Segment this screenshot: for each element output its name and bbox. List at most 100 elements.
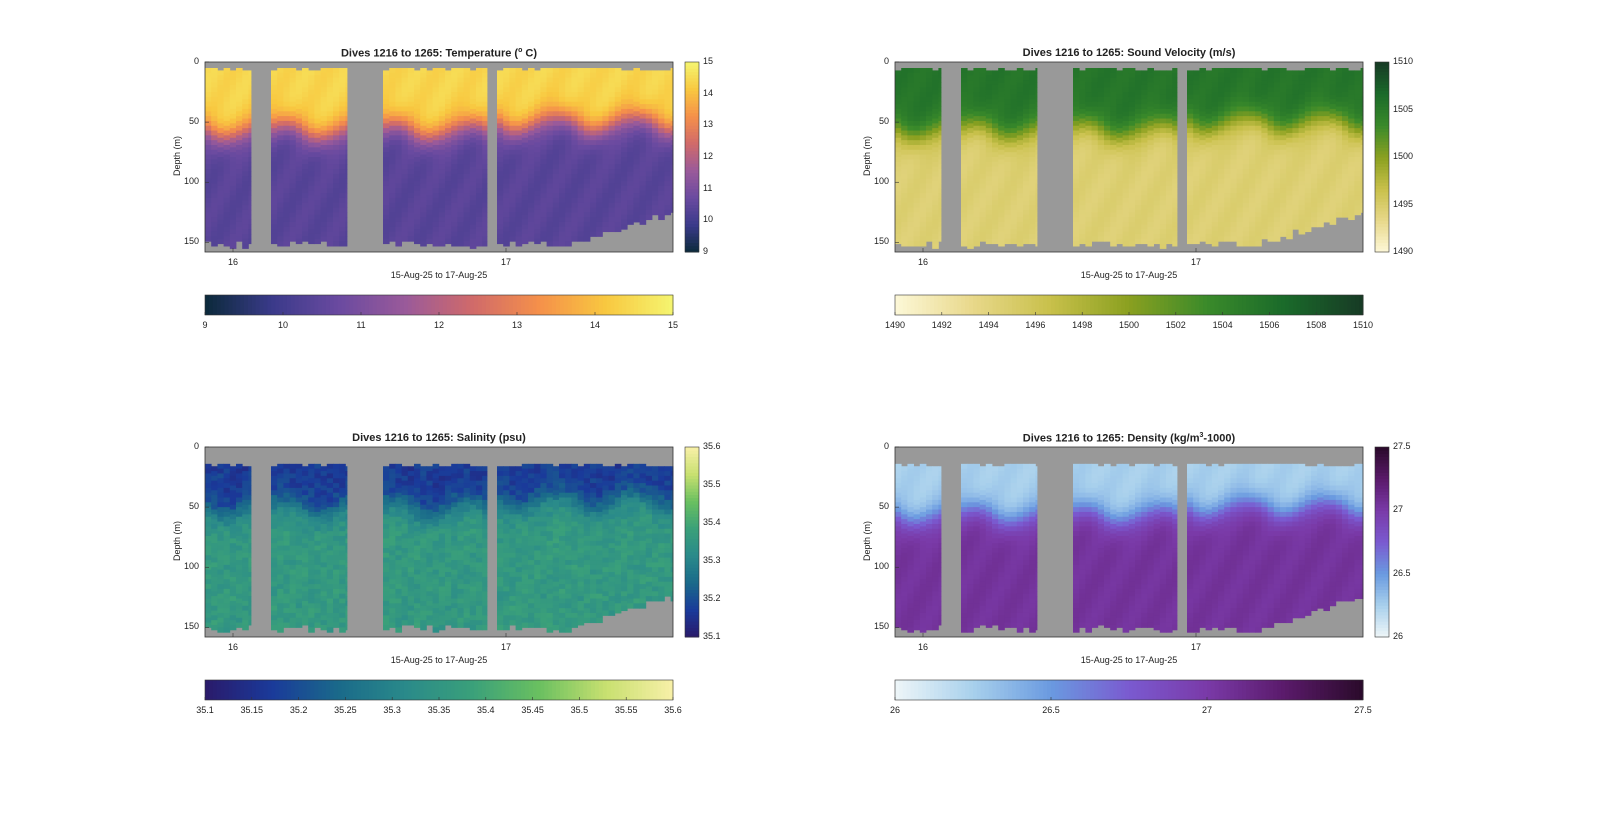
- profile-column: [1141, 463, 1148, 628]
- colorbar-tick-label: 1495: [1393, 198, 1414, 209]
- profile-column: [1079, 463, 1086, 628]
- y-tick-label: 100: [873, 176, 889, 187]
- profile-column: [314, 70, 321, 245]
- profile-column: [1354, 463, 1361, 600]
- colorbar-tick-label: 11: [703, 182, 713, 193]
- profile-column: [407, 466, 415, 626]
- profile-column: [1218, 68, 1225, 242]
- profile-column: [401, 68, 409, 242]
- vertical-colorbar: [1374, 446, 1390, 638]
- profile-column: [565, 463, 572, 633]
- profile-column: [1153, 70, 1161, 245]
- profile-column: [546, 68, 554, 247]
- profile-column: [1224, 463, 1231, 628]
- density-chart-svg: [894, 446, 1390, 701]
- x-tick-label: 16: [917, 642, 928, 652]
- profile-column: [211, 68, 218, 247]
- horizontal-colorbar-tick-label: 1502: [1165, 320, 1186, 330]
- profile-column: [389, 68, 396, 242]
- profile-column: [973, 463, 980, 628]
- profile-column: [326, 68, 334, 247]
- colorbar-tick-label: 35.5: [703, 479, 721, 489]
- profile-column: [1187, 463, 1194, 633]
- profile-column: [463, 68, 471, 247]
- profile-column: [1298, 70, 1306, 235]
- profile-column: [577, 466, 585, 626]
- profile-column: [1116, 463, 1123, 628]
- chart-title-suffix: C): [522, 47, 538, 60]
- vertical-colorbar: [1374, 61, 1390, 253]
- profile-column: [627, 463, 634, 609]
- profile-column: [1035, 68, 1038, 247]
- profile-column: [633, 463, 640, 609]
- profile-column: [521, 70, 529, 245]
- profile-column: [670, 68, 674, 213]
- profile-column: [345, 68, 348, 247]
- profile-column: [1023, 463, 1030, 628]
- profile-column: [901, 466, 908, 631]
- profile-column: [223, 463, 231, 633]
- profile-column: [919, 463, 927, 633]
- colorbar-tick-label: 1505: [1393, 103, 1414, 114]
- sound_velocity-chart-svg: [894, 61, 1390, 316]
- horizontal-colorbar-tick-label: 35.3: [383, 705, 401, 715]
- profile-column: [998, 68, 1005, 247]
- horizontal-colorbar-tick-label: 13: [511, 320, 522, 330]
- profile-column: [1147, 463, 1154, 628]
- vertical-colorbar: [684, 446, 700, 638]
- profile-column: [1193, 463, 1200, 633]
- profile-column: [1360, 463, 1364, 600]
- profile-column: [552, 466, 560, 631]
- colorbar-tick-label: 27: [1393, 504, 1404, 515]
- profile-column: [1205, 466, 1213, 631]
- sound_velocity-panel: Dives 1216 to 1265: Sound Velocity (m/s)…: [690, 0, 1490, 400]
- horizontal-colorbar-tick-label: 14: [589, 320, 600, 330]
- profile-column: [445, 70, 452, 245]
- profile-column: [1122, 463, 1130, 633]
- x-tick-label: 17: [500, 642, 511, 652]
- profile-column: [339, 68, 346, 247]
- profile-column: [985, 463, 993, 628]
- profile-column: [211, 466, 218, 631]
- profile-column: [295, 463, 303, 628]
- profile-column: [1193, 70, 1200, 245]
- profile-column: [236, 463, 243, 628]
- profile-column: [503, 466, 510, 631]
- profile-column: [289, 68, 297, 242]
- profile-column: [1335, 68, 1343, 218]
- profile-column: [248, 70, 252, 245]
- profile-column: [583, 68, 591, 242]
- colorbar-tick-label: 35.6: [703, 441, 721, 451]
- colorbar-tick-label: 14: [703, 87, 714, 98]
- profile-column: [938, 68, 942, 242]
- profile-column: [1304, 68, 1312, 233]
- profile-column: [1335, 466, 1343, 602]
- profile-column: [242, 466, 249, 631]
- horizontal-colorbar-tick-label: 1504: [1212, 320, 1233, 330]
- profile-column: [271, 466, 278, 631]
- profile-column: [621, 466, 628, 612]
- chart-title-text: Dives 1216 to 1265: Sound Velocity (m/s): [1022, 47, 1236, 59]
- profile-column: [320, 466, 328, 631]
- profile-column: [565, 68, 572, 247]
- profile-column: [1360, 68, 1364, 213]
- profile-column: [1172, 466, 1178, 631]
- profile-column: [1010, 70, 1018, 245]
- profile-column: [339, 463, 346, 633]
- profile-column: [1016, 68, 1024, 247]
- temperature-chart-svg: [204, 61, 700, 316]
- profile-column: [534, 463, 541, 628]
- profile-column: [907, 68, 914, 247]
- profile-column: [1224, 68, 1231, 242]
- horizontal-colorbar-tick-label: 35.2: [289, 705, 308, 715]
- profile-column: [407, 68, 415, 242]
- profile-column: [985, 70, 993, 245]
- profile-column: [664, 70, 671, 216]
- profile-column: [1329, 466, 1337, 607]
- profile-column: [583, 463, 591, 624]
- profile-column: [1010, 463, 1018, 628]
- profile-column: [1267, 68, 1275, 242]
- horizontal-colorbar-tick-label: 35.55: [614, 705, 638, 715]
- colorbar-tick-label: 35.3: [703, 555, 721, 565]
- profile-column: [217, 70, 224, 245]
